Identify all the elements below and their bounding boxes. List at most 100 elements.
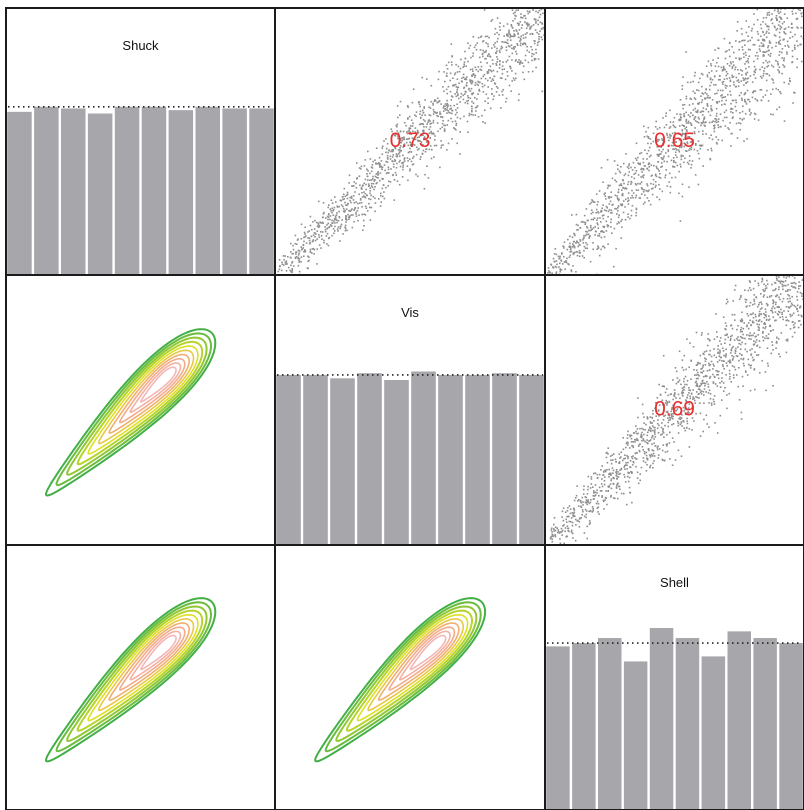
scatter-point [537, 11, 539, 14]
scatter-point [279, 265, 281, 268]
scatter-point [778, 36, 781, 38]
scatter-point [597, 223, 599, 226]
scatter-point [778, 280, 780, 282]
scatter-point [661, 143, 664, 146]
scatter-point [309, 242, 311, 245]
scatter-point [762, 55, 764, 57]
scatter-point [700, 334, 703, 336]
scatter-point [374, 159, 376, 161]
scatter-point [723, 111, 726, 114]
scatter-point [349, 199, 351, 202]
scatter-point [693, 117, 696, 120]
scatter-point [771, 88, 774, 91]
scatter-point [515, 59, 517, 61]
scatter-point [657, 154, 659, 156]
scatter-point [747, 98, 749, 101]
scatter-point [646, 135, 649, 138]
scatter-point [669, 121, 672, 123]
scatter-point [713, 125, 715, 127]
scatter-point [735, 57, 737, 59]
scatter-point [620, 468, 623, 471]
scatter-point [563, 247, 565, 249]
scatter-point [511, 80, 513, 82]
scatter-point [594, 230, 597, 232]
scatter-point [615, 474, 617, 477]
scatter-point [642, 428, 645, 431]
scatter-point [506, 34, 508, 37]
scatter-point [751, 27, 753, 30]
scatter-point [772, 113, 774, 116]
scatter-point [631, 169, 634, 171]
scatter-point [651, 425, 654, 427]
scatter-point [797, 27, 799, 29]
scatter-point [494, 83, 497, 85]
scatter-point [438, 70, 440, 73]
scatter-point [626, 455, 628, 457]
scatter-panel: 0.73 [275, 8, 545, 275]
scatter-point [547, 272, 549, 274]
scatter-point [791, 295, 793, 298]
scatter-point [639, 162, 641, 165]
scatter-point [618, 462, 620, 464]
scatter-point [590, 209, 593, 211]
scatter-point [569, 508, 572, 510]
scatter-point [650, 429, 652, 432]
scatter-point [533, 59, 536, 61]
scatter-point [660, 426, 663, 429]
scatter-point [350, 209, 353, 211]
scatter-point [761, 66, 763, 68]
scatter-point [757, 282, 760, 285]
scatter-point [785, 316, 787, 319]
scatter-point [647, 163, 650, 166]
scatter-point [447, 105, 449, 108]
scatter-point [757, 326, 760, 328]
scatter-point [650, 154, 652, 157]
scatter-point [607, 184, 609, 187]
scatter-point [506, 39, 509, 41]
scatter-point [378, 163, 381, 166]
scatter-point [581, 514, 583, 516]
scatter-point [475, 68, 478, 71]
scatter-point [640, 152, 643, 154]
scatter-point [596, 203, 599, 206]
scatter-point [474, 96, 476, 99]
scatter-point [467, 60, 469, 63]
scatter-point [725, 74, 727, 77]
scatter-point [592, 201, 595, 203]
scatter-point [713, 130, 716, 133]
scatter-point [600, 483, 603, 485]
scatter-point [756, 99, 758, 101]
scatter-point [295, 255, 298, 258]
scatter-point [683, 114, 685, 117]
scatter-point [535, 66, 537, 69]
scatter-point [443, 71, 445, 73]
scatter-point [754, 113, 757, 116]
scatter-point [668, 127, 671, 129]
scatter-point [414, 138, 417, 141]
scatter-point [476, 105, 479, 107]
scatter-point [605, 220, 608, 223]
scatter-point [722, 69, 724, 71]
scatter-point [747, 327, 750, 330]
histogram-bar [675, 638, 700, 810]
scatter-point [646, 197, 649, 199]
scatter-point [707, 392, 710, 394]
scatter-point [602, 500, 605, 503]
scatter-point [437, 78, 440, 81]
scatter-point [741, 118, 743, 121]
scatter-point [603, 209, 606, 211]
scatter-point [429, 145, 432, 147]
scatter-point [666, 185, 669, 187]
histogram-bar [222, 108, 247, 275]
scatter-point [377, 171, 379, 173]
scatter-point [541, 38, 544, 41]
scatter-point [453, 127, 455, 129]
scatter-point [777, 69, 779, 71]
scatter-point [773, 9, 776, 12]
scatter-point [388, 180, 390, 183]
scatter-point [730, 348, 733, 351]
scatter-point [561, 510, 564, 513]
scatter-point [506, 71, 509, 73]
scatter-point [496, 17, 499, 19]
scatter-point [631, 189, 633, 192]
